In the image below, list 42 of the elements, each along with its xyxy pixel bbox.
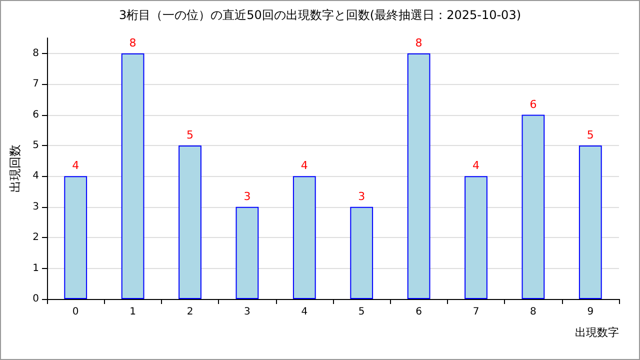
- x-tick-label: 2: [186, 306, 194, 318]
- x-axis-title: 出現数字: [575, 326, 619, 339]
- y-tick-label: 6: [32, 109, 39, 120]
- bar: [464, 176, 488, 299]
- data-label: 4: [300, 159, 308, 172]
- data-label: 8: [129, 36, 136, 50]
- data-label: 8: [415, 36, 422, 50]
- y-tick-label: 2: [32, 232, 39, 244]
- data-label: 3: [358, 190, 366, 203]
- bar: [236, 206, 259, 299]
- y-tick-label: 1: [32, 262, 39, 274]
- data-label: 5: [586, 128, 594, 142]
- x-tick-label: 8: [530, 306, 536, 318]
- y-tick-label: 7: [32, 78, 39, 90]
- bar: [178, 145, 202, 299]
- y-tick-label: 8: [32, 48, 39, 59]
- y-axis-title: 出現回数: [8, 144, 22, 192]
- x-tick-label: 0: [72, 306, 79, 318]
- bar: [64, 176, 88, 299]
- x-tick-label: 4: [301, 306, 308, 318]
- y-tick-label: 0: [32, 294, 39, 304]
- chart-title: 3桁目（一の位）の直近50回の出現数字と回数(最終抽選日：2025-10-03): [118, 8, 522, 22]
- y-tick-label: 4: [32, 170, 39, 182]
- x-tick-label: 5: [358, 306, 365, 318]
- data-label: 5: [186, 128, 194, 142]
- x-tick-label: 6: [416, 306, 422, 318]
- x-tick-label: 9: [587, 306, 594, 318]
- y-tick-label: 5: [32, 140, 39, 151]
- y-tick-label: 3: [32, 201, 39, 212]
- x-tick-label: 7: [472, 306, 480, 318]
- bar: [522, 114, 545, 299]
- data-label: 4: [72, 159, 80, 172]
- x-tick-label: 3: [244, 306, 250, 318]
- bar: [407, 53, 430, 299]
- x-tick-label: 1: [130, 306, 136, 318]
- bar: [350, 206, 374, 299]
- data-label: 6: [530, 98, 537, 111]
- bar: [292, 176, 316, 299]
- data-label: 4: [472, 159, 480, 172]
- bar: [578, 145, 602, 299]
- bar: [121, 53, 144, 299]
- data-label: 3: [244, 190, 251, 203]
